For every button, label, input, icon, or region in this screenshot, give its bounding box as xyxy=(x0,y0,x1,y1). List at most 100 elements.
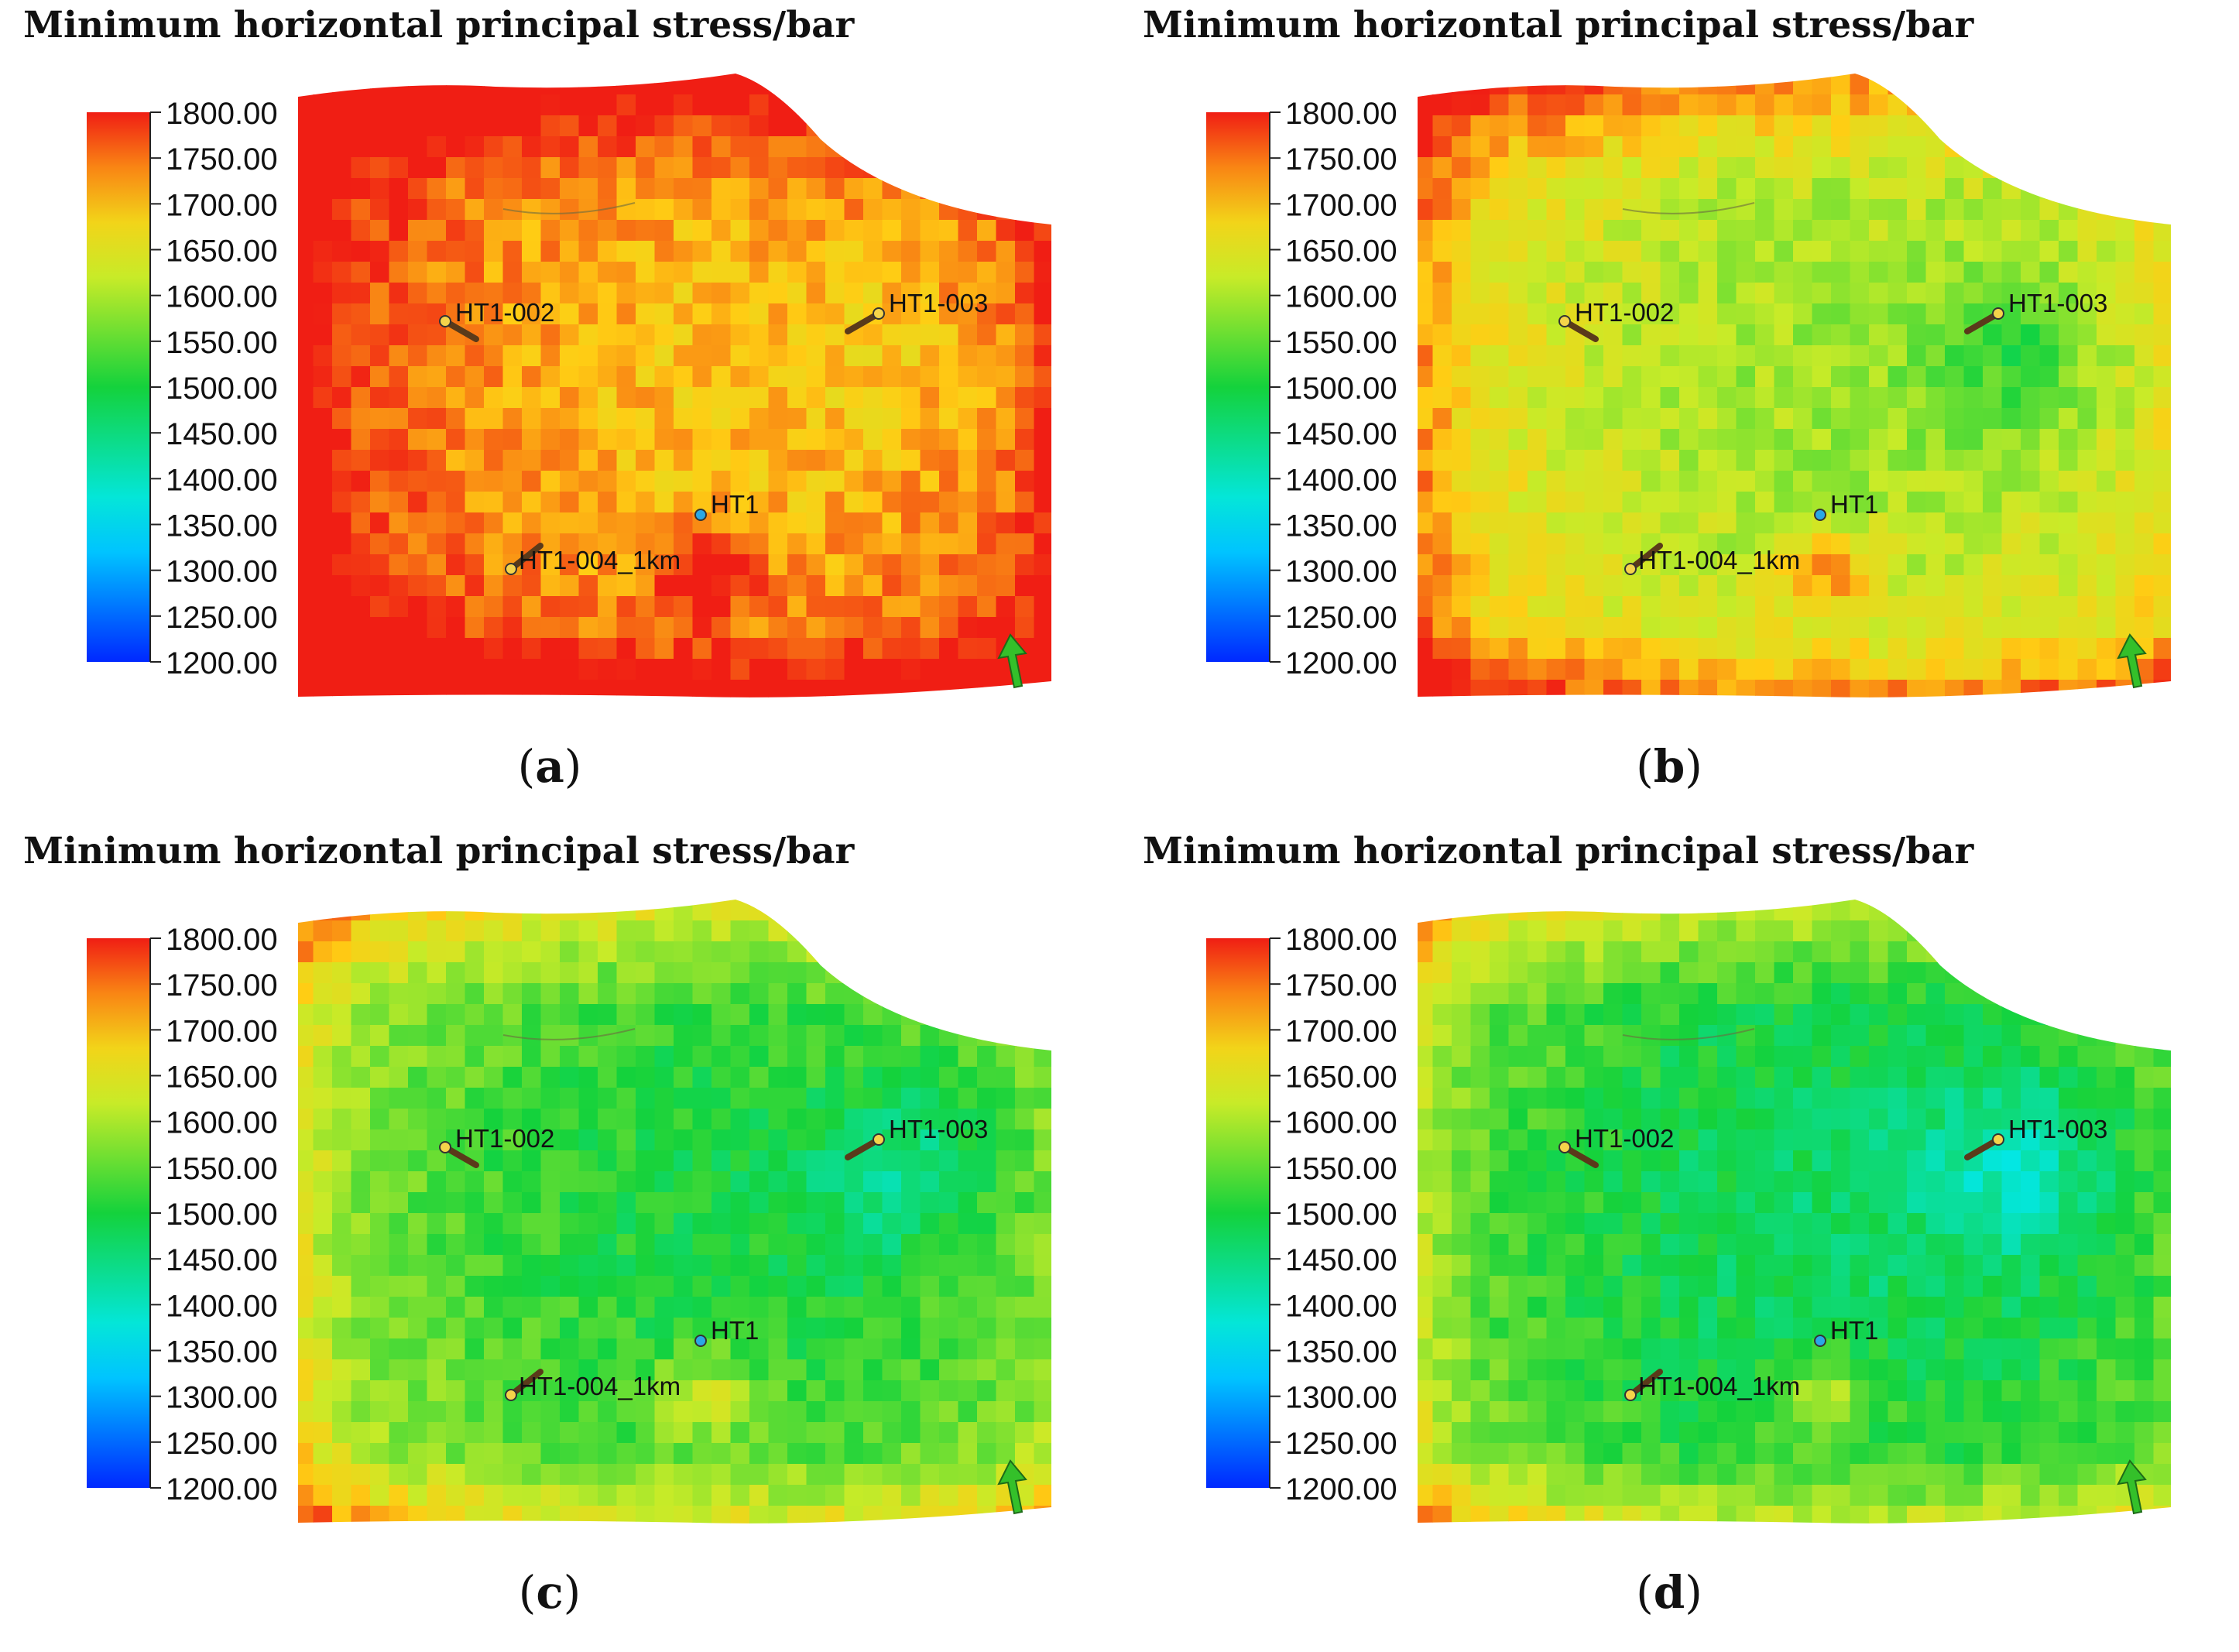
heatmap-cell xyxy=(1622,1401,1642,1423)
heatmap-cell xyxy=(958,450,978,471)
heatmap-cell xyxy=(1869,1088,1889,1109)
heatmap-cell xyxy=(389,617,409,639)
heatmap-cell xyxy=(1945,1171,1965,1193)
heatmap-cell xyxy=(692,1359,712,1381)
heatmap-cell xyxy=(1945,94,1965,116)
heatmap-cell xyxy=(1490,1234,1510,1256)
heatmap-cell xyxy=(427,596,447,618)
heatmap-cell xyxy=(522,1025,542,1047)
heatmap-cell xyxy=(578,533,598,555)
heatmap-cell xyxy=(2059,178,2079,200)
heatmap-cell xyxy=(1679,1129,1699,1151)
heatmap-cell xyxy=(1793,345,1813,367)
heatmap-cell xyxy=(2077,1150,2097,1172)
heatmap-cell xyxy=(540,1109,561,1130)
heatmap-cell xyxy=(1698,1255,1718,1277)
heatmap-cell xyxy=(1907,900,1927,921)
heatmap-cell xyxy=(2021,1338,2041,1360)
heatmap-cell xyxy=(692,366,712,388)
heatmap-cell xyxy=(844,1318,864,1339)
colorbar-tick-label: 1750.00 xyxy=(1285,968,1397,1003)
heatmap-cell xyxy=(1528,1171,1548,1193)
heatmap-cell xyxy=(920,659,940,680)
heatmap-cell xyxy=(863,1213,883,1235)
heatmap-cell xyxy=(1603,429,1624,451)
heatmap-cell xyxy=(1622,617,1642,639)
heatmap-cell xyxy=(598,1380,618,1402)
heatmap-cell xyxy=(882,1422,902,1444)
heatmap-cell xyxy=(692,1004,712,1026)
heatmap-cell xyxy=(1774,1046,1794,1068)
heatmap-cell xyxy=(465,554,485,576)
heatmap-cell xyxy=(1945,659,1965,680)
heatmap-cell xyxy=(1034,1276,1051,1297)
heatmap-cell xyxy=(578,408,598,430)
heatmap-cell xyxy=(996,115,1016,137)
heatmap-cell xyxy=(1698,492,1718,513)
heatmap-cell xyxy=(1508,1443,1528,1465)
heatmap-cell xyxy=(1925,366,1946,388)
heatmap-cell xyxy=(2153,1067,2171,1088)
heatmap-cell xyxy=(502,920,523,942)
heatmap-cell xyxy=(825,1213,845,1235)
heatmap-cell xyxy=(540,638,561,660)
heatmap-cell xyxy=(749,94,770,116)
heatmap-cell xyxy=(1660,1380,1680,1402)
heatmap-cell xyxy=(749,324,770,346)
heatmap-cell xyxy=(882,366,902,388)
heatmap-cell xyxy=(1831,1422,1851,1444)
heatmap-cell xyxy=(408,136,428,158)
heatmap-cell xyxy=(730,941,750,963)
heatmap-cell xyxy=(730,1109,750,1130)
heatmap-cell xyxy=(1622,596,1642,618)
heatmap-cell xyxy=(1963,1422,1984,1444)
heatmap-cell xyxy=(1528,554,1548,576)
heatmap-cell xyxy=(825,74,845,95)
heatmap-cell xyxy=(825,1443,845,1465)
heatmap-cell xyxy=(1603,324,1624,346)
heatmap-cell xyxy=(654,408,674,430)
heatmap-cell xyxy=(2077,262,2097,283)
heatmap-cell xyxy=(1584,1234,1604,1256)
heatmap-cell xyxy=(1717,408,1737,430)
heatmap-cell xyxy=(1907,1338,1927,1360)
heatmap-cell xyxy=(958,1192,978,1214)
heatmap-cell xyxy=(1755,1171,1775,1193)
heatmap-cell xyxy=(1793,1464,1813,1486)
heatmap-cell xyxy=(502,387,523,409)
heatmap-cell xyxy=(1622,1464,1642,1486)
heatmap-cell xyxy=(332,283,352,304)
heatmap-cell xyxy=(1641,941,1661,963)
heatmap-cell xyxy=(806,408,826,430)
heatmap-cell xyxy=(749,115,770,137)
heatmap-cell xyxy=(2115,283,2135,304)
heatmap-cell xyxy=(484,962,504,984)
heatmap-cell xyxy=(806,387,826,409)
heatmap-cell xyxy=(2039,1401,2059,1423)
fault-trace xyxy=(502,1028,636,1040)
heatmap-cell xyxy=(1034,596,1051,618)
heatmap-cell xyxy=(1641,983,1661,1005)
heatmap-cell xyxy=(540,1255,561,1277)
heatmap-cell xyxy=(863,1338,883,1360)
heatmap-cell xyxy=(1850,1150,1870,1172)
heatmap-cell xyxy=(446,617,466,639)
heatmap-cell xyxy=(844,617,864,639)
heatmap-cell xyxy=(958,1088,978,1109)
heatmap-cell xyxy=(1698,408,1718,430)
heatmap-cell xyxy=(977,638,997,660)
heatmap-cell xyxy=(1015,1067,1035,1088)
heatmap-cell xyxy=(313,324,333,346)
heatmap-cell xyxy=(1603,408,1624,430)
heatmap-cell xyxy=(1774,1171,1794,1193)
heatmap-cell xyxy=(825,941,845,963)
heatmap-cell xyxy=(465,220,485,242)
heatmap-cell xyxy=(1983,74,2003,95)
heatmap-cell xyxy=(616,471,636,492)
heatmap-cell xyxy=(882,1443,902,1465)
heatmap-cell xyxy=(1963,680,1984,697)
heatmap-cell xyxy=(1831,554,1851,576)
heatmap-cell xyxy=(1034,450,1051,471)
heatmap-cell xyxy=(2153,596,2171,618)
heatmap-cell xyxy=(560,617,580,639)
